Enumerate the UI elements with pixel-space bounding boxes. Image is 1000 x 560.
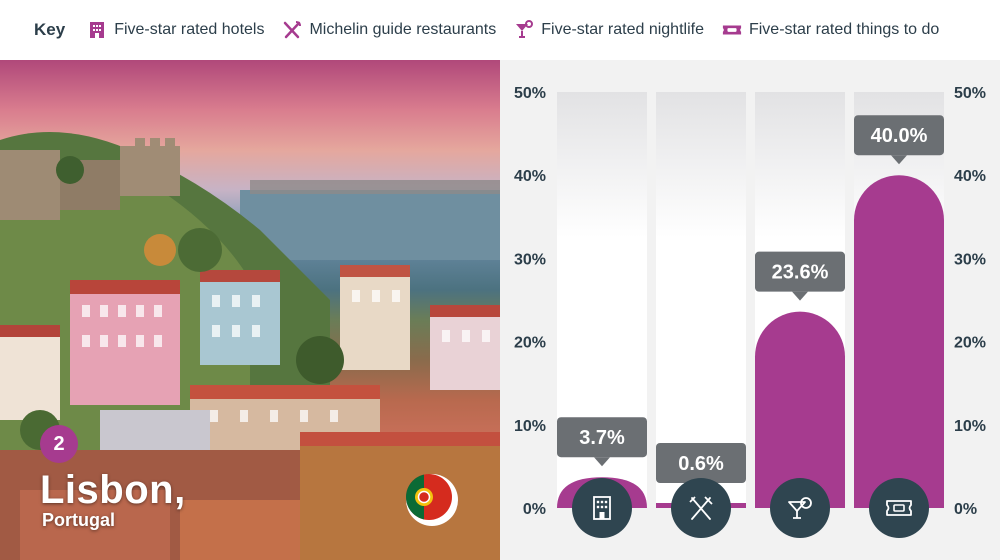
key-label-restaurants: Michelin guide restaurants [309, 21, 497, 38]
ticket-icon [869, 478, 929, 538]
bar-track [656, 92, 746, 508]
city-name: Lisbon, [40, 468, 186, 512]
y-tick-left: 10% [514, 418, 546, 435]
bar [854, 175, 944, 508]
key-title: Key [34, 20, 66, 39]
rank-badge: 2 [40, 425, 78, 463]
hotel-icon [572, 478, 632, 538]
y-tick-left: 40% [514, 168, 546, 185]
y-axis-left: 0% 10% 20% 30% 40% 50% [514, 85, 546, 518]
key-label-nightlife: Five-star rated nightlife [541, 21, 704, 38]
data-label-text: 40.0% [871, 125, 928, 147]
cityscape-illustration [0, 132, 500, 560]
cutlery-icon [671, 478, 731, 538]
y-tick-right: 10% [954, 418, 986, 435]
key-item-nightlife: Five-star rated nightlife [514, 20, 704, 40]
y-tick-right: 40% [954, 168, 986, 185]
y-tick-right: 20% [954, 335, 986, 352]
y-tick-left: 0% [523, 501, 546, 518]
y-tick-right: 30% [954, 251, 986, 268]
portugal-flag-icon [406, 474, 458, 526]
bars: 3.7% 0.6% 23.6% 40.0% [557, 92, 944, 538]
bar-chart: 0% 10% 20% 30% 40% 50% 0% 10% 20% 30% 40% 50% 3.7%… [514, 85, 986, 538]
key-item-restaurants: Michelin guide restaurants [282, 20, 496, 40]
y-tick-left: 30% [514, 251, 546, 268]
key-item-things-to-do: Five-star rated things to do [722, 20, 939, 40]
data-label: 3.7% [557, 417, 647, 467]
city-photo: 2 Lisbon, Portugal [0, 60, 500, 560]
key-label-hotels: Five-star rated hotels [114, 21, 265, 38]
y-tick-left: 20% [514, 335, 546, 352]
data-label-text: 3.7% [579, 427, 625, 449]
y-tick-right: 0% [954, 501, 977, 518]
chart-panel: 0% 10% 20% 30% 40% 50% 0% 10% 20% 30% 40% 50% 3.7%… [500, 60, 1000, 560]
country-name: Portugal [42, 510, 116, 530]
bar-group: 0.6% [656, 92, 746, 538]
data-label-text: 0.6% [678, 453, 724, 475]
hotel-icon [90, 22, 105, 38]
y-tick-left: 50% [514, 85, 546, 102]
cocktail-icon [516, 20, 534, 38]
cutlery-icon [284, 21, 302, 39]
data-label: 40.0% [854, 115, 944, 165]
key-item-hotels: Five-star rated hotels [87, 20, 264, 40]
data-label: 23.6% [755, 251, 845, 301]
data-label-text: 23.6% [772, 262, 829, 284]
bar [755, 311, 845, 508]
data-label: 0.6% [656, 443, 746, 493]
y-axis-right: 0% 10% 20% 30% 40% 50% [954, 85, 986, 518]
y-tick-right: 50% [954, 85, 986, 102]
ticket-icon [722, 25, 742, 35]
key-legend: Key Five-star rated hotels Michelin guid… [0, 0, 1000, 60]
bar-group: 40.0% [854, 92, 944, 538]
key-label-things-to-do: Five-star rated things to do [748, 21, 940, 38]
bar-group: 3.7% [557, 92, 647, 538]
bar-group: 23.6% [755, 92, 845, 538]
cocktail-icon [770, 478, 830, 538]
